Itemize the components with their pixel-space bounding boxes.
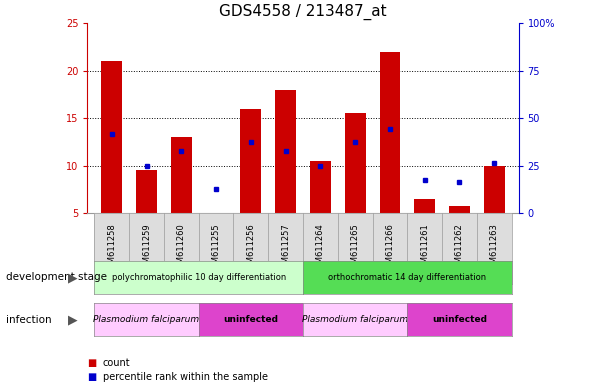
Text: GSM611263: GSM611263 [490, 223, 499, 274]
Bar [136, 170, 157, 213]
Text: GSM611257: GSM611257 [281, 223, 290, 274]
Bar [449, 205, 470, 213]
Text: ■: ■ [87, 372, 96, 382]
Text: ▶: ▶ [68, 313, 77, 326]
Title: GDS4558 / 213487_at: GDS4558 / 213487_at [219, 4, 387, 20]
Text: percentile rank within the sample: percentile rank within the sample [103, 372, 268, 382]
Text: development stage: development stage [6, 272, 107, 283]
Text: uninfected: uninfected [432, 315, 487, 324]
Text: count: count [103, 358, 130, 368]
Text: ■: ■ [87, 358, 96, 368]
Bar [345, 113, 365, 213]
Text: GSM611256: GSM611256 [247, 223, 255, 274]
Text: GSM611255: GSM611255 [212, 223, 221, 274]
Text: GSM611259: GSM611259 [142, 223, 151, 274]
Bar [379, 51, 400, 213]
Bar [241, 109, 261, 213]
Text: infection: infection [6, 314, 52, 325]
Text: Plasmodium falciparum: Plasmodium falciparum [93, 315, 200, 324]
Bar [275, 89, 296, 213]
Bar [171, 137, 192, 213]
Text: ▶: ▶ [68, 271, 77, 284]
Text: Plasmodium falciparum: Plasmodium falciparum [302, 315, 408, 324]
Text: GSM611265: GSM611265 [351, 223, 359, 274]
Text: GSM611264: GSM611264 [316, 223, 325, 274]
Bar [484, 166, 505, 213]
Text: GSM611261: GSM611261 [420, 223, 429, 274]
Text: GSM611266: GSM611266 [385, 223, 394, 274]
Text: GSM611260: GSM611260 [177, 223, 186, 274]
Text: orthochromatic 14 day differentiation: orthochromatic 14 day differentiation [328, 273, 487, 282]
Text: uninfected: uninfected [223, 315, 279, 324]
Bar [101, 61, 122, 213]
Bar [414, 199, 435, 213]
Text: GSM611262: GSM611262 [455, 223, 464, 274]
Text: polychromatophilic 10 day differentiation: polychromatophilic 10 day differentiatio… [112, 273, 286, 282]
Bar [310, 161, 331, 213]
Text: GSM611258: GSM611258 [107, 223, 116, 274]
